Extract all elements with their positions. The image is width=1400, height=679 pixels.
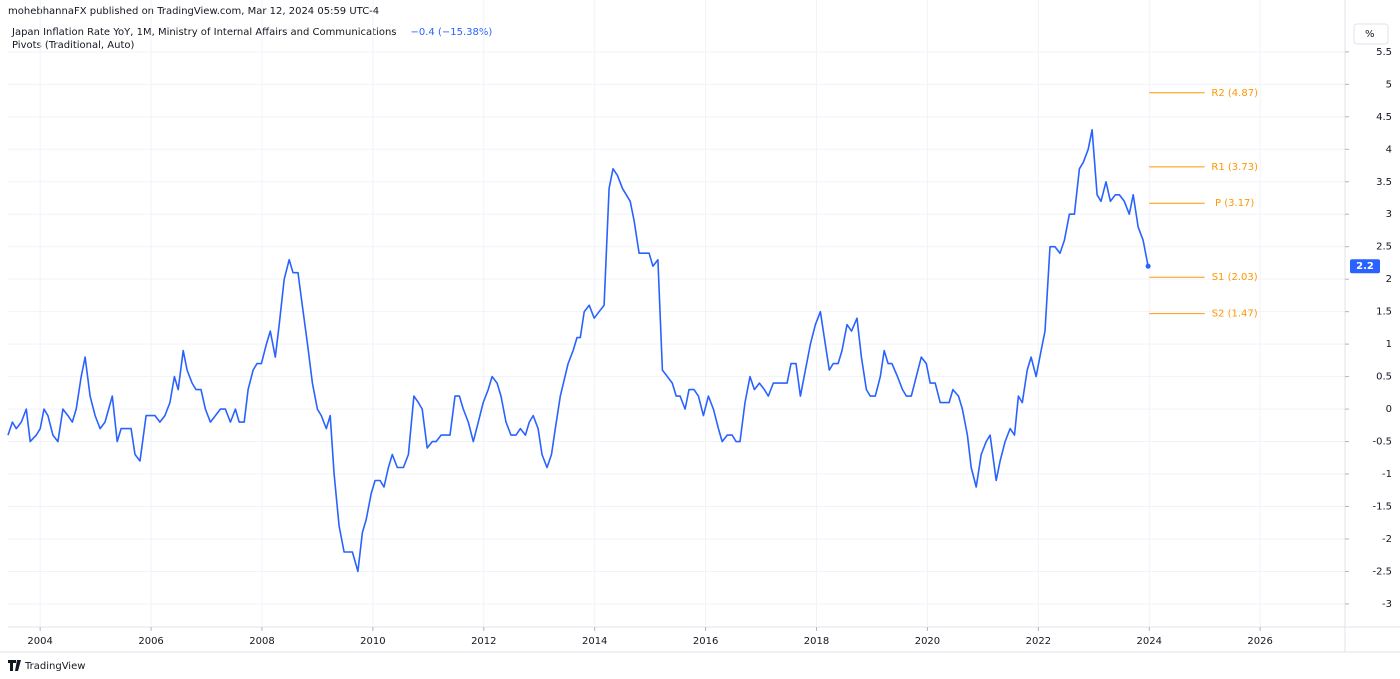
pivot-label: R1 (3.73) [1211,162,1258,173]
unit-button[interactable] [1353,23,1389,45]
x-tick-label: 2012 [471,636,496,647]
x-tick-label: 2010 [360,636,385,647]
y-tick-label: -1 [1382,469,1392,480]
price-badge-label: 2.2 [1356,261,1374,272]
y-tick-label: -2 [1382,534,1392,545]
price-badge [1350,259,1380,274]
y-tick-label: 5.5 [1376,47,1392,58]
y-tick-label: 0.5 [1376,372,1392,383]
y-tick-label: 2.5 [1376,242,1392,253]
y-tick-label: -2.5 [1372,566,1392,577]
pivot-label: S2 (1.47) [1212,309,1258,320]
x-tick-label: 2008 [249,636,274,647]
change: −0.4 (−15.38%) [411,27,493,38]
y-tick-label: 3 [1386,209,1392,220]
y-tick-label: 2 [1386,274,1392,285]
x-tick-label: 2016 [693,636,718,647]
brand: TradingView [24,661,85,672]
y-tick-label: -1.5 [1372,501,1392,512]
y-tick-label: 4.5 [1376,112,1392,123]
y-tick-label: 4 [1386,144,1392,155]
y-tick-label: 0 [1386,404,1392,415]
pivot-label: P (3.17) [1215,198,1254,209]
last-point [1145,263,1151,269]
logo [8,660,21,671]
x-tick-label: 2024 [1137,636,1162,647]
publisher: mohebhannaFX published on TradingView.co… [8,6,379,17]
x-tick-label: 2006 [138,636,163,647]
x-tick-label: 2020 [915,636,940,647]
unit: % [1365,29,1375,40]
x-tick-label: 2018 [804,636,829,647]
y-tick-label: 1.5 [1376,307,1392,318]
x-tick-label: 2026 [1247,636,1272,647]
y-tick-label: 5 [1386,79,1392,90]
y-tick-label: 3.5 [1376,177,1392,188]
x-tick-label: 2014 [582,636,607,647]
pivot-label: S1 (2.03) [1212,272,1258,283]
y-tick-label: -3 [1382,599,1392,610]
x-tick-label: 2004 [27,636,52,647]
series-name: Japan Inflation Rate YoY, 1M, Ministry o… [11,27,397,38]
x-tick-label: 2022 [1026,636,1051,647]
y-tick-label: -0.5 [1372,437,1392,448]
series-line [7,129,1149,573]
pivot-label: R2 (4.87) [1211,88,1258,99]
indicator-name: Pivots (Traditional, Auto) [12,40,134,51]
y-tick-label: 1 [1386,339,1392,350]
